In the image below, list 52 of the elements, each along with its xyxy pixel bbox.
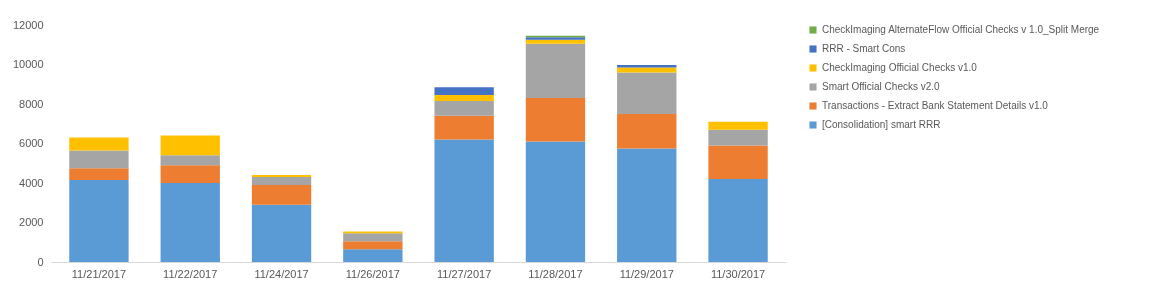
x-tick-label: 11/22/2017 [163,267,218,280]
bar [343,241,403,250]
bar [160,155,220,166]
y-tick-label: 2000 [19,216,44,228]
bar [69,150,129,169]
legend-label: CheckImaging Official Checks v1.0 [822,62,978,73]
bar [434,95,494,102]
bar [69,168,129,181]
legend-label: Transactions - Extract Bank Statement Details v1.0 [822,100,1049,111]
x-tick-label: 11/27/2017 [437,267,492,280]
x-tick-label: 11/29/2017 [619,267,674,280]
bar [434,87,494,96]
y-tick-label: 10000 [12,58,44,70]
y-tick-label: 4000 [19,176,44,189]
bar [434,101,494,116]
legend-label: [Consolidation] smart RRR [822,119,941,130]
bar [343,233,403,242]
bar [617,72,677,114]
x-tick-label: 11/26/2017 [345,267,400,280]
bar [160,135,220,156]
bar [434,139,494,262]
x-tick-label: 11/24/2017 [254,267,309,280]
bar [343,249,403,262]
x-tick-label: 11/30/2017 [710,267,766,280]
y-tick-label: 0 [37,255,44,268]
bar [69,180,129,262]
bar [251,177,312,185]
y-tick-label: 8000 [19,97,44,110]
bar [617,148,677,262]
y-tick-label: 12000 [12,18,44,31]
bar [525,39,586,44]
x-tick-label: 11/28/2017 [528,267,583,280]
bar [434,115,494,140]
bar [708,129,768,146]
bar [525,43,586,99]
x-tick-label: 11/21/2017 [71,267,127,280]
bar [708,179,768,262]
bar [525,141,586,262]
bar [617,113,677,149]
legend-label: RRR - Smart Cons [822,43,906,54]
bar [708,145,768,180]
legend-label: CheckImaging AlternateFlow Official Checks v 1.0_Split Merge [822,24,1100,35]
bar [617,67,677,73]
bar [251,204,312,262]
legend-label: Smart Official Checks v2.0 [822,81,941,92]
bar [160,165,220,183]
bar [708,121,768,130]
bar [160,183,220,262]
bar [69,137,129,151]
bar [251,184,312,205]
y-tick-label: 6000 [19,137,44,149]
bar [525,98,586,142]
